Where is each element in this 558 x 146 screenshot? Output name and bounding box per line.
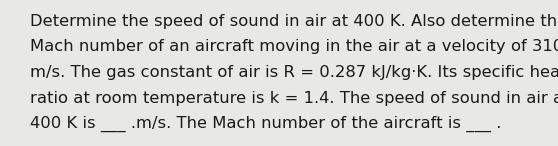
Text: Mach number of an aircraft moving in the air at a velocity of 310: Mach number of an aircraft moving in the…: [30, 40, 558, 54]
Text: m/s. The gas constant of air is R = 0.287 kJ/kg·K. Its specific heat: m/s. The gas constant of air is R = 0.28…: [30, 65, 558, 80]
Text: ratio at room temperature is k = 1.4. The speed of sound in air at: ratio at room temperature is k = 1.4. Th…: [30, 91, 558, 106]
Text: 400 K is ___ .m/s. The Mach number of the aircraft is ___ .: 400 K is ___ .m/s. The Mach number of th…: [30, 116, 502, 132]
Text: Determine the speed of sound in air at 400 K. Also determine the: Determine the speed of sound in air at 4…: [30, 14, 558, 29]
